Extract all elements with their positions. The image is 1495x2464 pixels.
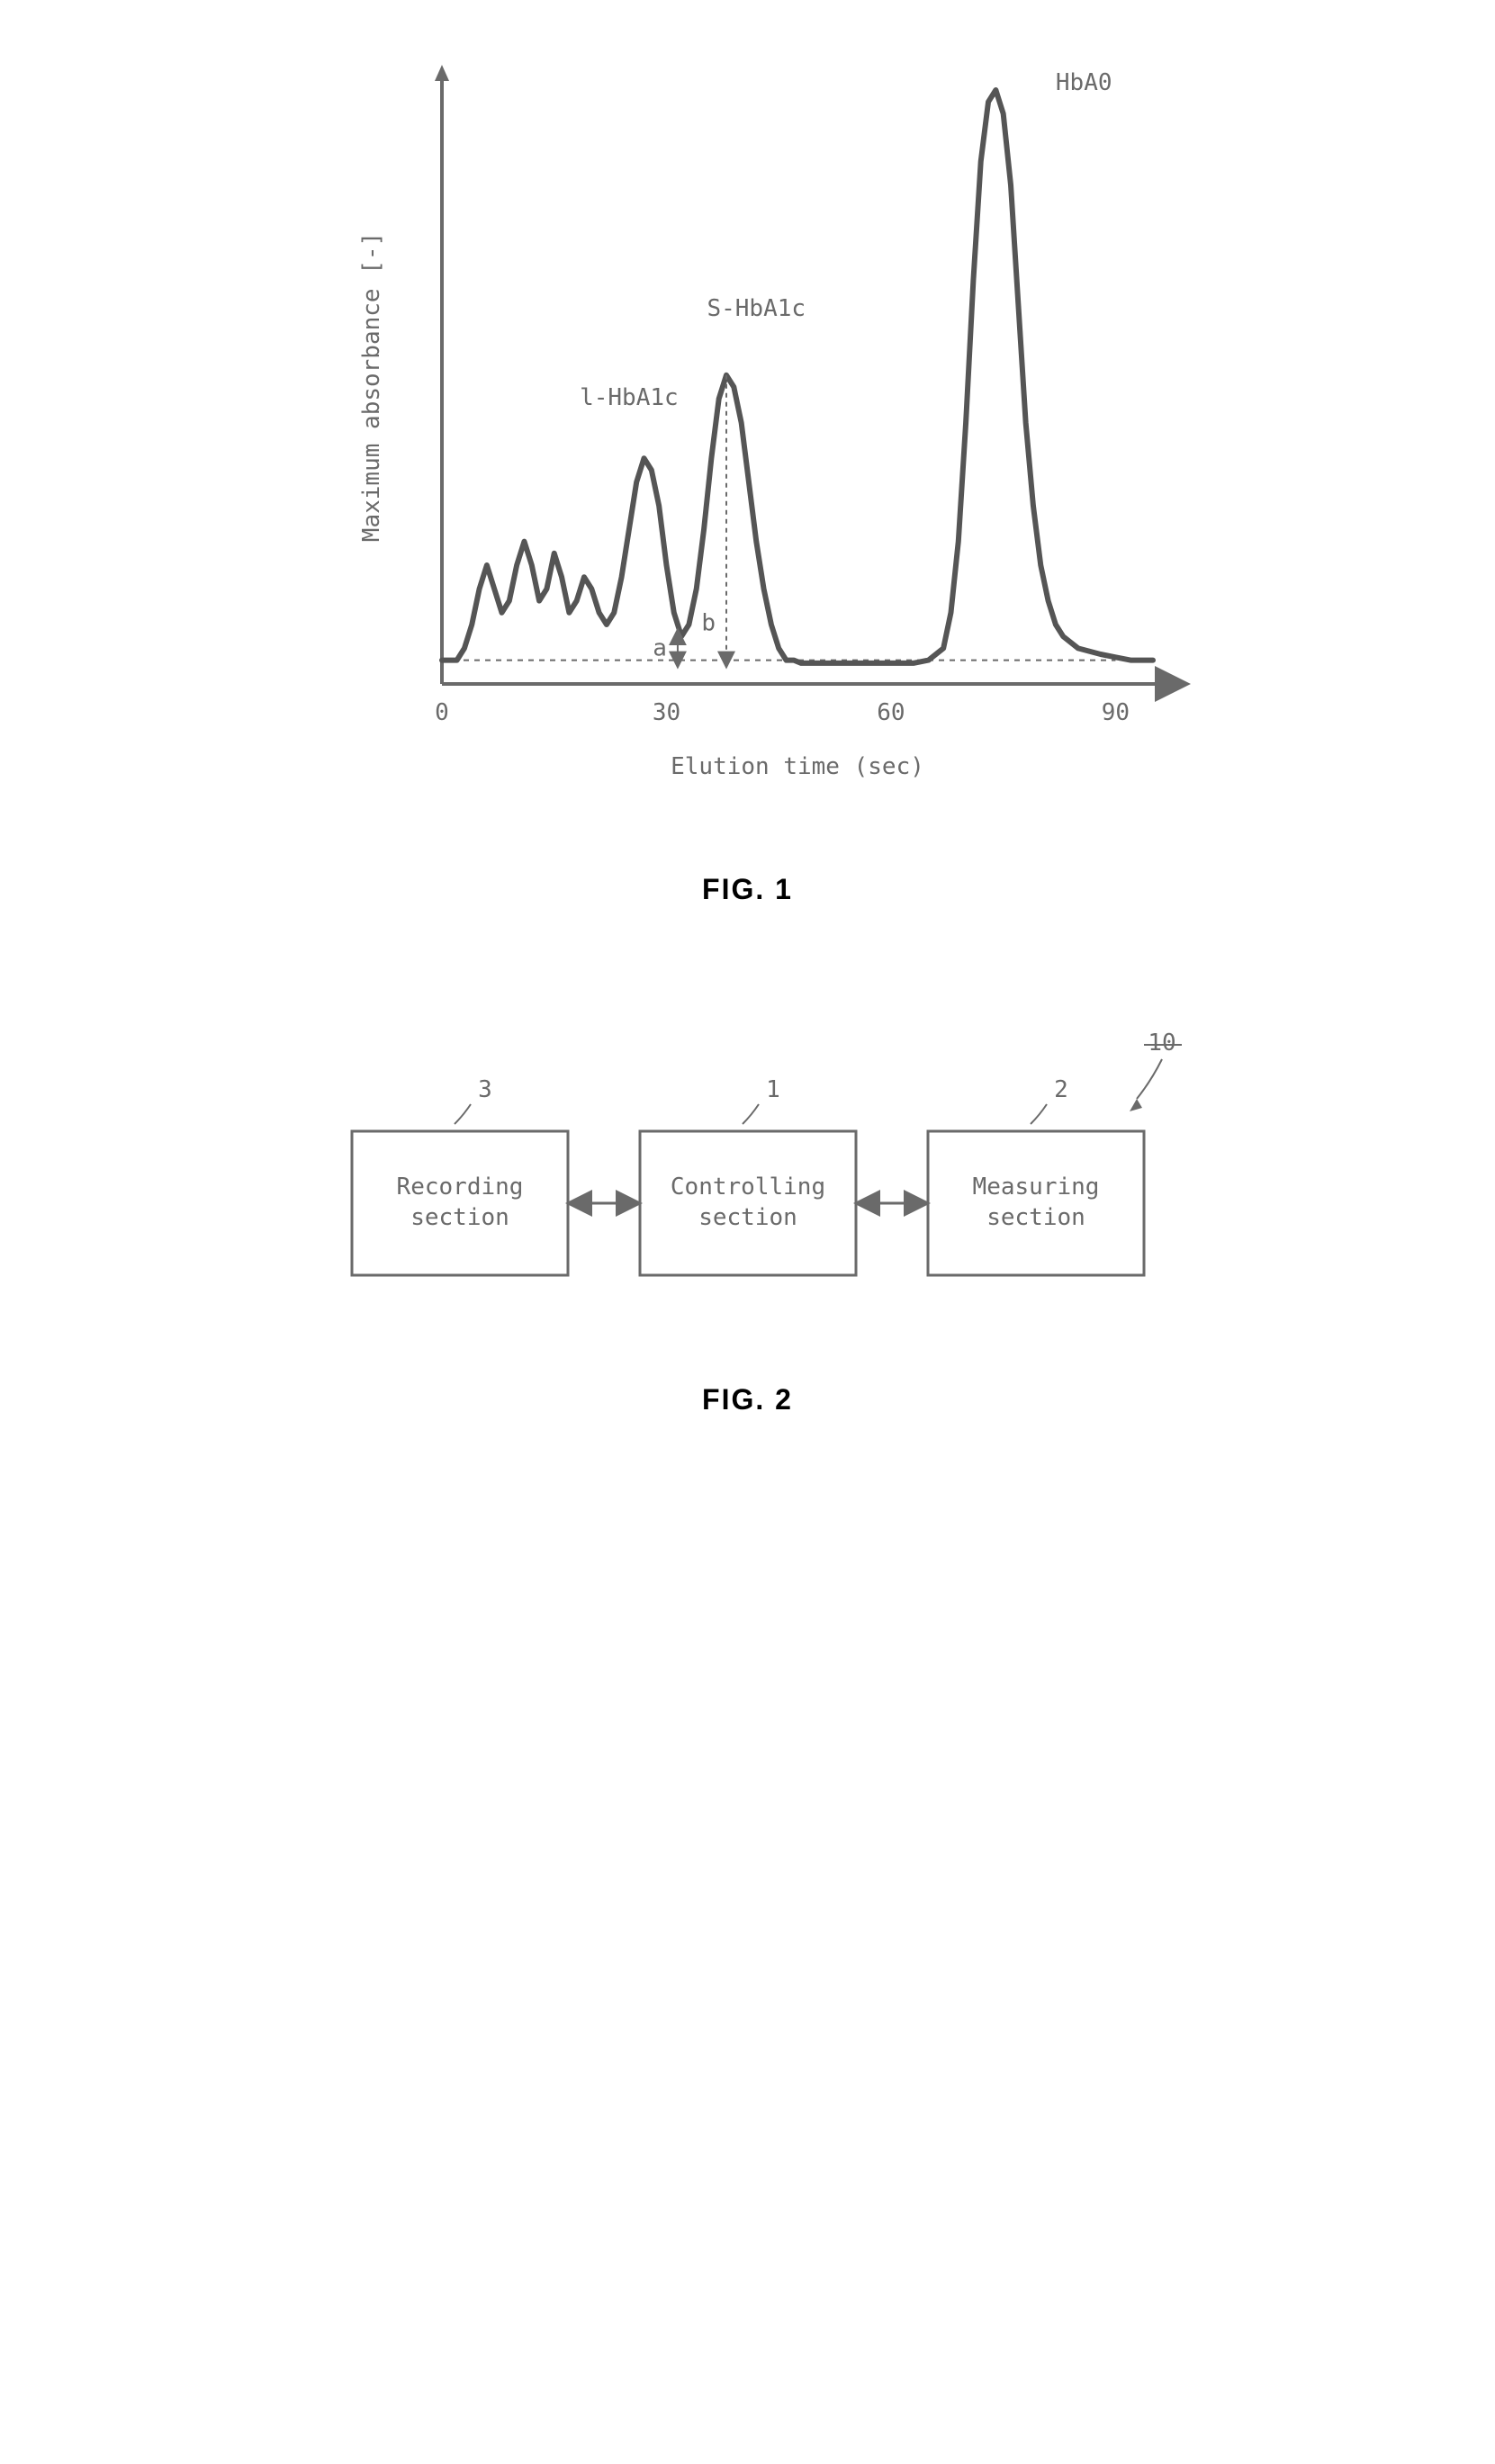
block-3 <box>352 1131 568 1275</box>
x-tick-label: 30 <box>652 699 680 726</box>
fig2-caption: FIG. 2 <box>298 1383 1198 1416</box>
system-ref: 10 <box>1148 1030 1175 1057</box>
block-id-1: 1 <box>766 1076 780 1103</box>
block-text-3-0: Recording <box>396 1174 523 1201</box>
fig2-diagram: 3 Recording section 1 Controlling section 2 Mea… <box>298 978 1198 1356</box>
peak-label-a0: HbA0 <box>1055 69 1112 96</box>
marker-b-label: b <box>701 610 716 637</box>
block-text-1-0: Controlling <box>670 1174 824 1201</box>
fig1-caption: FIG. 1 <box>298 873 1198 906</box>
block-1 <box>640 1131 856 1275</box>
leader-1 <box>743 1104 759 1124</box>
leader-3 <box>455 1104 471 1124</box>
x-tick-label: 90 <box>1101 699 1129 726</box>
chromatogram-curve <box>442 90 1153 663</box>
figure-1: 0 30 60 90 Elution time (sec) Maximum absorba… <box>298 36 1198 906</box>
marker-a-label: a <box>653 634 667 661</box>
y-axis-label: Maximum absorbance [-] <box>358 232 385 542</box>
fig1-chart: 0 30 60 90 Elution time (sec) Maximum absorba… <box>298 36 1198 846</box>
peak-label-l: l-HbA1c <box>580 384 679 411</box>
peak-label-s: S-HbA1c <box>707 295 806 322</box>
x-axis-label: Elution time (sec) <box>671 753 924 780</box>
block-text-1-1: section <box>698 1204 797 1231</box>
block-id-2: 2 <box>1054 1076 1068 1103</box>
block-text-3-1: section <box>410 1204 509 1231</box>
block-text-2-0: Measuring <box>972 1174 1099 1201</box>
figure-2: 3 Recording section 1 Controlling section 2 Mea… <box>298 978 1198 1416</box>
system-ref-leader <box>1137 1059 1162 1099</box>
x-tick-label: 60 <box>877 699 905 726</box>
block-id-3: 3 <box>478 1076 492 1103</box>
leader-2 <box>1031 1104 1047 1124</box>
block-2 <box>928 1131 1144 1275</box>
x-tick-label: 0 <box>435 699 449 726</box>
block-text-2-1: section <box>986 1204 1085 1231</box>
